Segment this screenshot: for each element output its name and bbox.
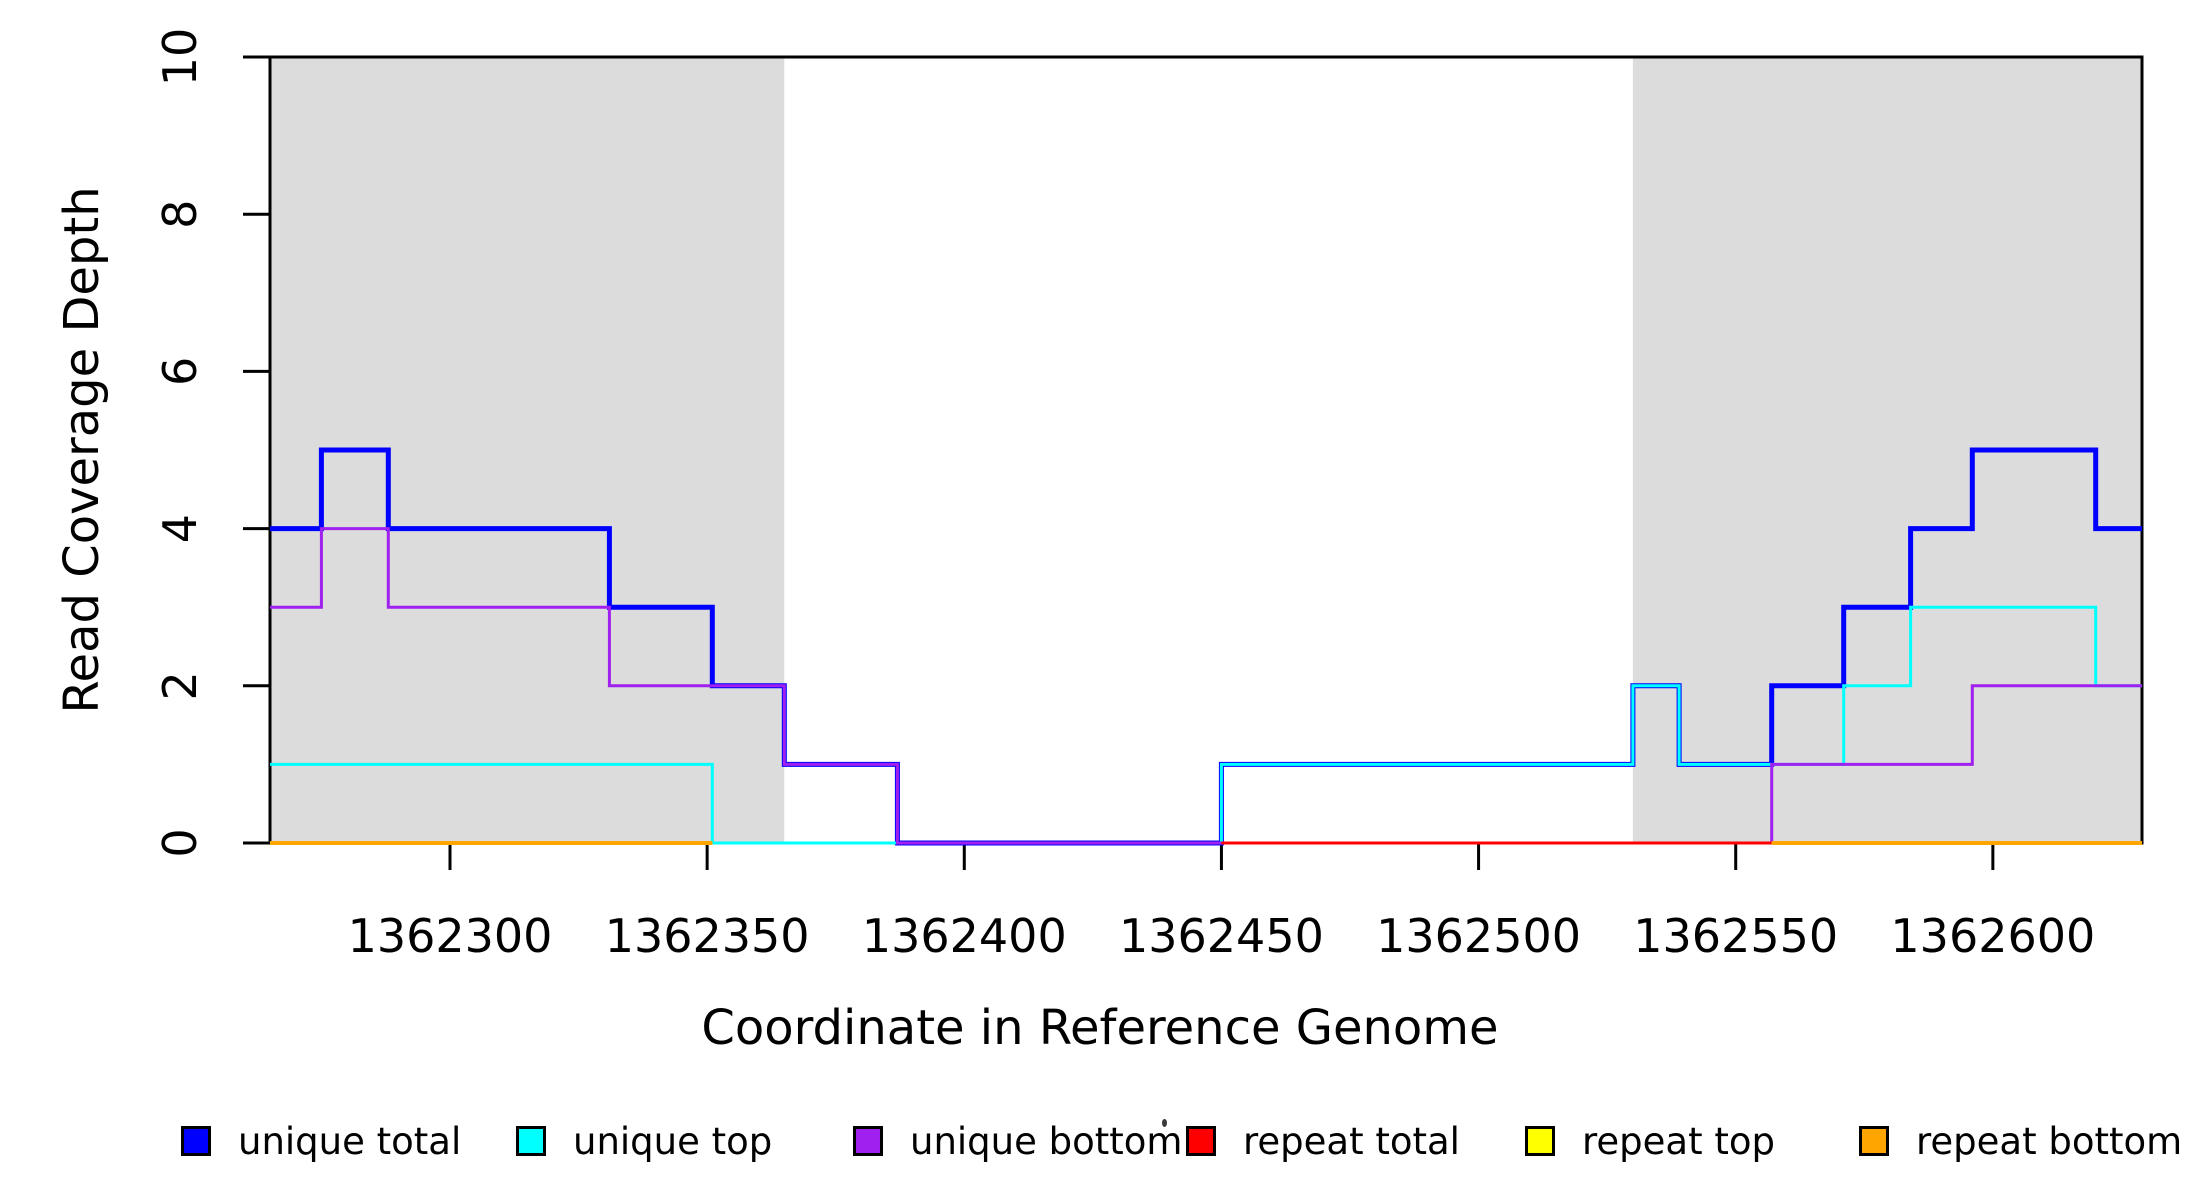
y-tick-label: 2 bbox=[153, 671, 207, 700]
x-axis-title: Coordinate in Reference Genome bbox=[701, 1000, 1499, 1056]
series-unique-bottom bbox=[270, 527, 2142, 845]
y-tick-label: 0 bbox=[153, 828, 207, 857]
x-tick-label: 1362550 bbox=[1633, 909, 1838, 963]
x-tick-label: 1362350 bbox=[605, 909, 810, 963]
y-tick-label: 8 bbox=[153, 200, 207, 229]
x-tick-label: 1362500 bbox=[1376, 909, 1581, 963]
x-tick-label: 1362300 bbox=[348, 909, 553, 963]
x-tick-label: 1362450 bbox=[1119, 909, 1324, 963]
y-tick-label: 4 bbox=[153, 514, 207, 543]
x-tick-label: 1362400 bbox=[862, 909, 1067, 963]
y-axis-title: Read Coverage Depth bbox=[54, 186, 110, 714]
y-tick-label: 6 bbox=[153, 357, 207, 386]
x-tick-label: 1362600 bbox=[1890, 909, 2095, 963]
y-tick-label: 10 bbox=[153, 28, 207, 87]
